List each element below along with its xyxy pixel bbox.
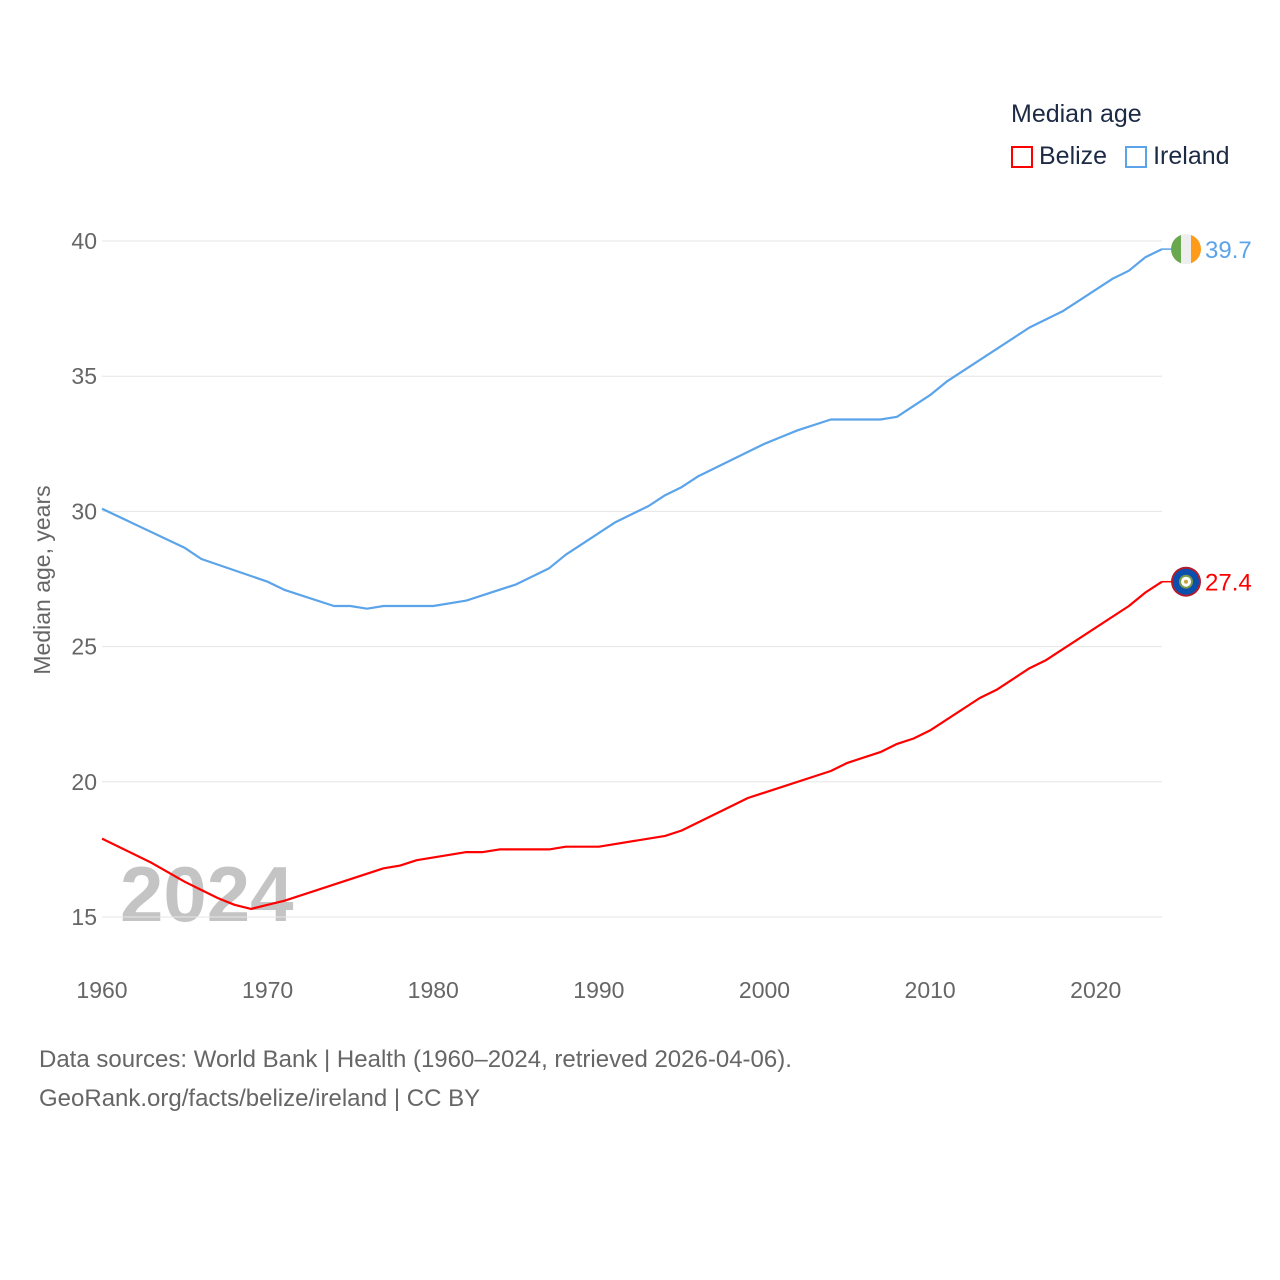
legend-swatch-ireland — [1125, 145, 1148, 168]
y-tick-label: 35 — [71, 363, 97, 389]
legend-item-ireland[interactable]: Ireland — [1125, 142, 1230, 171]
legend-label: Belize — [1039, 142, 1108, 170]
y-axis-label: Median age, years — [29, 485, 55, 674]
series-line-belize — [101, 580, 1163, 910]
legend-title: Median age — [1011, 100, 1142, 128]
data-source-text: Data sources: World Bank | Health (1960–… — [39, 1046, 792, 1073]
y-tick-label: 20 — [71, 769, 97, 795]
y-tick-label: 15 — [71, 904, 97, 930]
flag-stripe — [1181, 234, 1191, 265]
x-tick-label: 1960 — [76, 977, 127, 1003]
x-tick-label: 1980 — [408, 977, 459, 1003]
y-tick-label: 40 — [71, 228, 97, 254]
flag-stripe — [1171, 234, 1181, 265]
source-link[interactable]: GeoRank.org/facts/belize/ireland | CC BY — [39, 1085, 481, 1112]
x-tick-label: 1970 — [242, 977, 293, 1003]
y-tick-label: 25 — [71, 634, 97, 660]
x-tick-label: 1990 — [573, 977, 624, 1003]
legend-item-belize[interactable]: Belize — [1011, 142, 1107, 171]
y-tick-label: 30 — [71, 498, 97, 524]
end-value-label: 27.4 — [1205, 570, 1252, 597]
flag-emblem-center — [1184, 579, 1188, 584]
end-value-label: 39.7 — [1205, 237, 1252, 264]
x-tick-label: 2000 — [739, 977, 790, 1003]
legend-label: Ireland — [1153, 142, 1230, 170]
series-line-ireland — [101, 248, 1163, 610]
x-tick-label: 2020 — [1070, 977, 1121, 1003]
year-watermark: 2024 — [120, 850, 294, 938]
x-tick-label: 2010 — [905, 977, 956, 1003]
flag-stripe — [1191, 234, 1201, 265]
legend-swatch-belize — [1011, 145, 1033, 168]
legend: Belize Ireland — [1011, 142, 1230, 171]
